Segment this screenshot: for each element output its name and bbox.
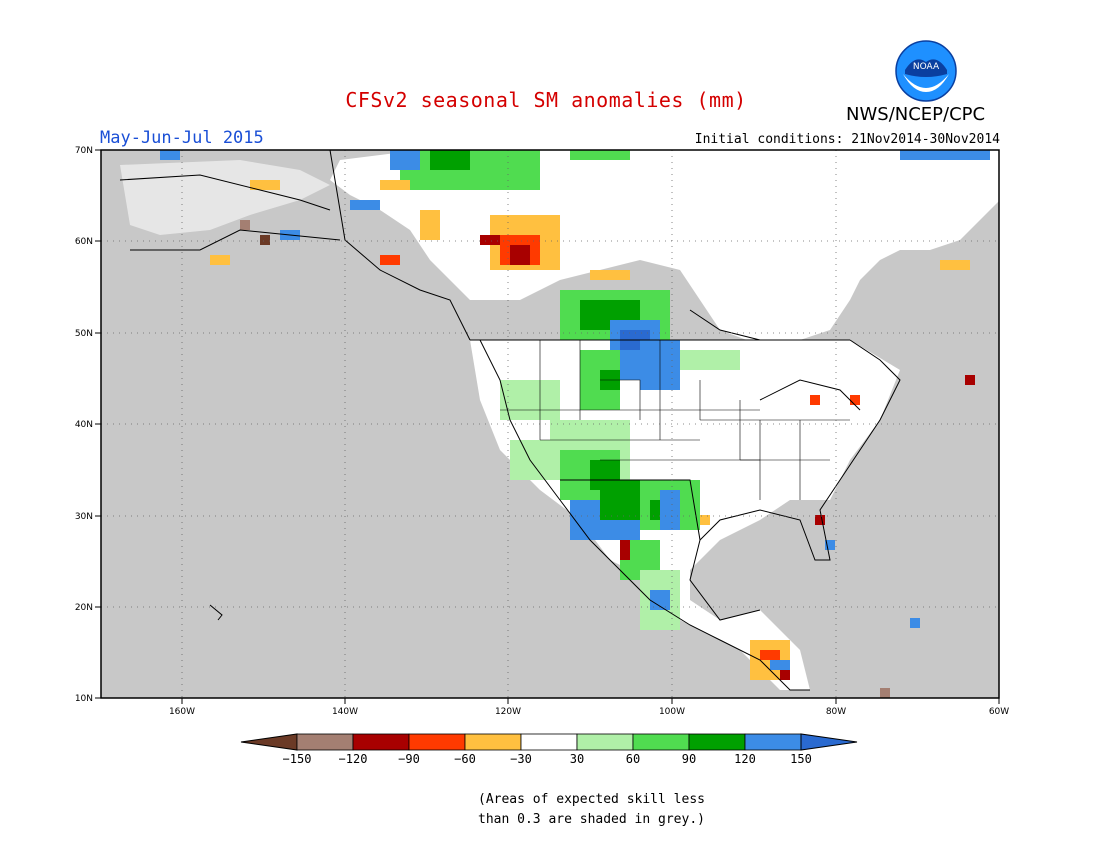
colorbar-label: 60 [626,752,640,766]
colorbar-label: 150 [790,752,812,766]
agency-name: NWS/NCEP/CPC [846,104,986,125]
colorbar-swatch [744,733,802,751]
lon-label: 120W [495,707,521,717]
forecast-period: May-Jun-Jul 2015 [100,128,264,148]
lon-labels: 160W 140W 120W 100W 80W 60W [169,707,1009,717]
footnote-line-1: (Areas of expected skill less [478,792,705,807]
colorbar-swatch [632,733,690,751]
colorbar-swatch [408,733,466,751]
colorbar-label: 30 [570,752,584,766]
colorbar-swatch [520,733,578,751]
map-title: CFSv2 seasonal SM anomalies (mm) [0,88,1100,112]
colorbar-label: −90 [398,752,420,766]
lat-label: 30N [75,512,93,522]
logo-text: NOAA [913,62,940,72]
lat-label: 20N [75,603,93,613]
lat-label: 40N [75,420,93,430]
colorbar-swatch [688,733,746,751]
noaa-logo: NOAA [895,40,957,102]
tick-marks [95,149,1000,704]
lon-label: 80W [826,707,846,717]
lon-label: 160W [169,707,195,717]
map-title-text: CFSv2 seasonal SM anomalies (mm) [345,88,747,112]
colorbar-label: −60 [454,752,476,766]
lat-label: 50N [75,329,93,339]
lon-label: 60W [989,707,1009,717]
colorbar-label: −120 [339,752,368,766]
lat-labels: 70N 60N 50N 40N 30N 20N 10N [75,146,93,704]
graticule [101,150,999,698]
colorbar-arrow-low [240,733,298,751]
state-borders [500,340,850,500]
initial-conditions: Initial conditions: 21Nov2014-30Nov2014 [694,132,1000,147]
footnote: (Areas of expected skill less than 0.3 ar… [478,790,705,830]
colorbar-label: −30 [510,752,532,766]
footnote-line-2: than 0.3 are shaded in grey.) [478,812,705,827]
lat-label: 10N [75,694,93,704]
colorbar-swatch [352,733,410,751]
colorbar-swatch [576,733,634,751]
colorbar-swatch [296,733,354,751]
colorbar-swatch [464,733,522,751]
lat-label: 70N [75,146,93,156]
lat-label: 60N [75,237,93,247]
colorbar-label: 120 [734,752,756,766]
colorbar: −150 −120 −90 −60 −30 30 60 90 120 150 [240,733,858,766]
colorbar-arrow-high [800,733,858,751]
colorbar-label: 90 [682,752,696,766]
lon-label: 100W [659,707,685,717]
lon-label: 140W [332,707,358,717]
colorbar-label: −150 [283,752,312,766]
